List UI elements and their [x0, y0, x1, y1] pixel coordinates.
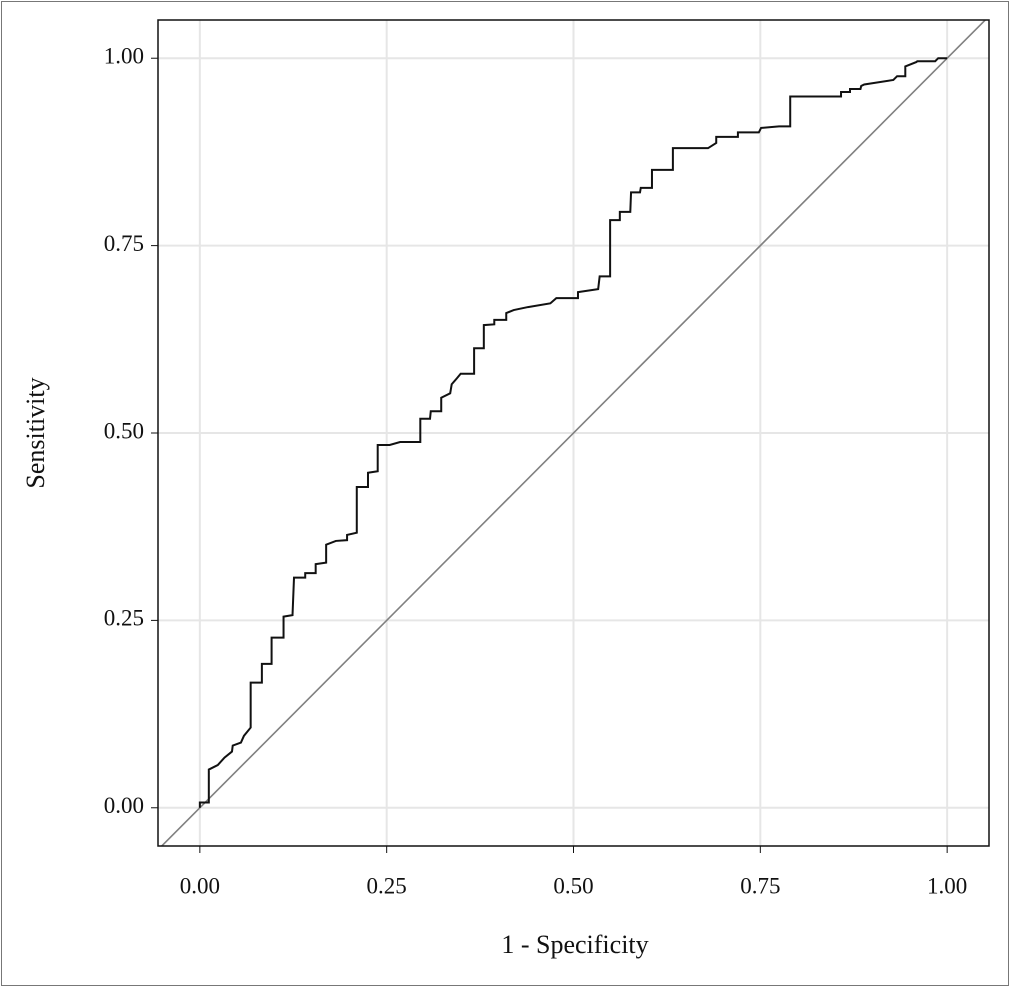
- x-tick-label: 0.75: [740, 873, 780, 898]
- x-tick-label: 0.25: [367, 873, 407, 898]
- x-tick-label: 0.00: [180, 873, 220, 898]
- plot-border: [157, 19, 990, 847]
- y-tick-label: 1.00: [104, 44, 144, 69]
- y-axis-label: Sensitivity: [21, 377, 50, 488]
- y-tick-label: 0.25: [104, 606, 144, 631]
- x-tick-label: 0.50: [553, 873, 593, 898]
- y-tick-label: 0.75: [104, 231, 144, 256]
- x-tick-label: 1.00: [927, 873, 967, 898]
- roc-curve: [198, 57, 948, 808]
- reference-diagonal: [160, 20, 987, 846]
- y-tick-label: 0.00: [104, 793, 144, 818]
- x-axis-label: 1 - Specificity: [501, 930, 648, 959]
- plot-area: [160, 20, 987, 846]
- y-tick-label: 0.50: [104, 418, 144, 443]
